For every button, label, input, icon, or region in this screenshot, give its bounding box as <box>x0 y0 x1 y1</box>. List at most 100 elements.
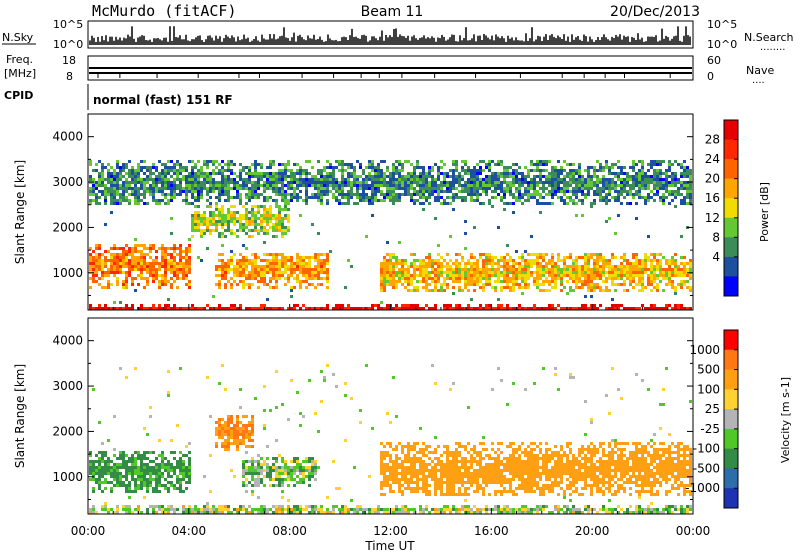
colorbar-swatch <box>724 276 738 297</box>
heatmap-cell <box>131 187 134 190</box>
heatmap-cell <box>440 166 443 169</box>
heatmap-cell <box>185 268 188 271</box>
heatmap-cell <box>461 274 464 277</box>
heatmap-cell <box>221 175 224 178</box>
heatmap-cell <box>137 193 140 196</box>
heatmap-cell <box>503 280 506 283</box>
heatmap-cell <box>275 268 278 271</box>
heatmap-cell <box>587 286 590 289</box>
heatmap-cell <box>134 190 137 193</box>
heatmap-cell <box>206 199 209 202</box>
heatmap-cell <box>659 253 662 256</box>
heatmap-cell <box>131 178 134 181</box>
heatmap-cell <box>215 208 218 211</box>
heatmap-cell <box>677 265 680 268</box>
heatmap-cell <box>251 190 254 193</box>
heatmap-cell <box>158 508 161 511</box>
heatmap-cell <box>185 487 188 490</box>
heatmap-cell <box>284 217 287 220</box>
heatmap-cell <box>113 454 116 457</box>
heatmap-cell <box>122 163 125 166</box>
heatmap-cell <box>482 265 485 268</box>
heatmap-cell <box>200 190 203 193</box>
heatmap-cell <box>197 172 200 175</box>
heatmap-cell <box>221 214 224 217</box>
heatmap-cell <box>584 184 587 187</box>
heatmap-cell <box>590 202 593 205</box>
heatmap-cell <box>119 265 122 268</box>
heatmap-cell <box>395 304 398 307</box>
heatmap-cell <box>293 265 296 268</box>
heatmap-cell <box>281 256 284 259</box>
heatmap-cell <box>407 175 410 178</box>
heatmap-cell <box>413 277 416 280</box>
heatmap-cell <box>149 505 152 508</box>
heatmap-cell <box>173 256 176 259</box>
heatmap-cell <box>245 226 248 229</box>
heatmap-cell <box>143 181 146 184</box>
heatmap-cell <box>104 505 107 508</box>
heatmap-cell <box>260 178 263 181</box>
heatmap-cell <box>278 205 281 208</box>
heatmap-cell <box>398 271 401 274</box>
heatmap-cell <box>683 274 686 277</box>
heatmap-cell <box>293 187 296 190</box>
heatmap-cell <box>290 286 293 289</box>
freq-tick-top: 18 <box>62 54 76 67</box>
heatmap-cell <box>635 307 638 310</box>
heatmap-cell <box>338 187 341 190</box>
heatmap-cell <box>218 223 221 226</box>
heatmap-cell <box>683 169 686 172</box>
heatmap-cell <box>266 184 269 187</box>
heatmap-cell <box>89 304 92 307</box>
heatmap-cell <box>659 187 662 190</box>
heatmap-cell <box>122 283 125 286</box>
heatmap-cell <box>602 184 605 187</box>
heatmap-cell <box>236 235 239 238</box>
heatmap-cell <box>191 190 194 193</box>
heatmap-cell <box>170 166 173 169</box>
heatmap-cell <box>503 307 506 310</box>
heatmap-cell <box>317 232 320 235</box>
heatmap-cell <box>419 187 422 190</box>
heatmap-cell <box>452 292 455 295</box>
heatmap-cell <box>167 508 170 511</box>
heatmap-cell <box>431 277 434 280</box>
heatmap-cell <box>599 187 602 190</box>
heatmap-cell <box>164 181 167 184</box>
heatmap-cell <box>359 196 362 199</box>
heatmap-cell <box>326 271 329 274</box>
heatmap-cell <box>227 166 230 169</box>
heatmap-cell <box>173 511 176 514</box>
heatmap-cell <box>140 481 143 484</box>
heatmap-cell <box>413 172 416 175</box>
heatmap-cell <box>386 196 389 199</box>
heatmap-cell <box>302 262 305 265</box>
heatmap-cell <box>329 163 332 166</box>
heatmap-cell <box>419 202 422 205</box>
heatmap-cell <box>224 388 227 391</box>
heatmap-cell <box>239 220 242 223</box>
heatmap-cell <box>194 181 197 184</box>
heatmap-cell <box>632 274 635 277</box>
heatmap-cell <box>134 250 137 253</box>
heatmap-cell <box>593 259 596 262</box>
heatmap-cell <box>299 283 302 286</box>
heatmap-cell <box>380 301 383 304</box>
heatmap-cell <box>329 172 332 175</box>
heatmap-cell <box>536 271 539 274</box>
heatmap-cell <box>194 223 197 226</box>
heatmap-cell <box>251 277 254 280</box>
heatmap-cell <box>599 169 602 172</box>
heatmap-cell <box>500 307 503 310</box>
heatmap-cell <box>218 421 221 424</box>
heatmap-cell <box>650 163 653 166</box>
heatmap-cell <box>191 175 194 178</box>
heatmap-cell <box>563 265 566 268</box>
heatmap-cell <box>95 262 98 265</box>
heatmap-cell <box>209 178 212 181</box>
heatmap-cell <box>500 289 503 292</box>
heatmap-cell <box>170 184 173 187</box>
heatmap-cell <box>566 265 569 268</box>
heatmap-cell <box>542 190 545 193</box>
